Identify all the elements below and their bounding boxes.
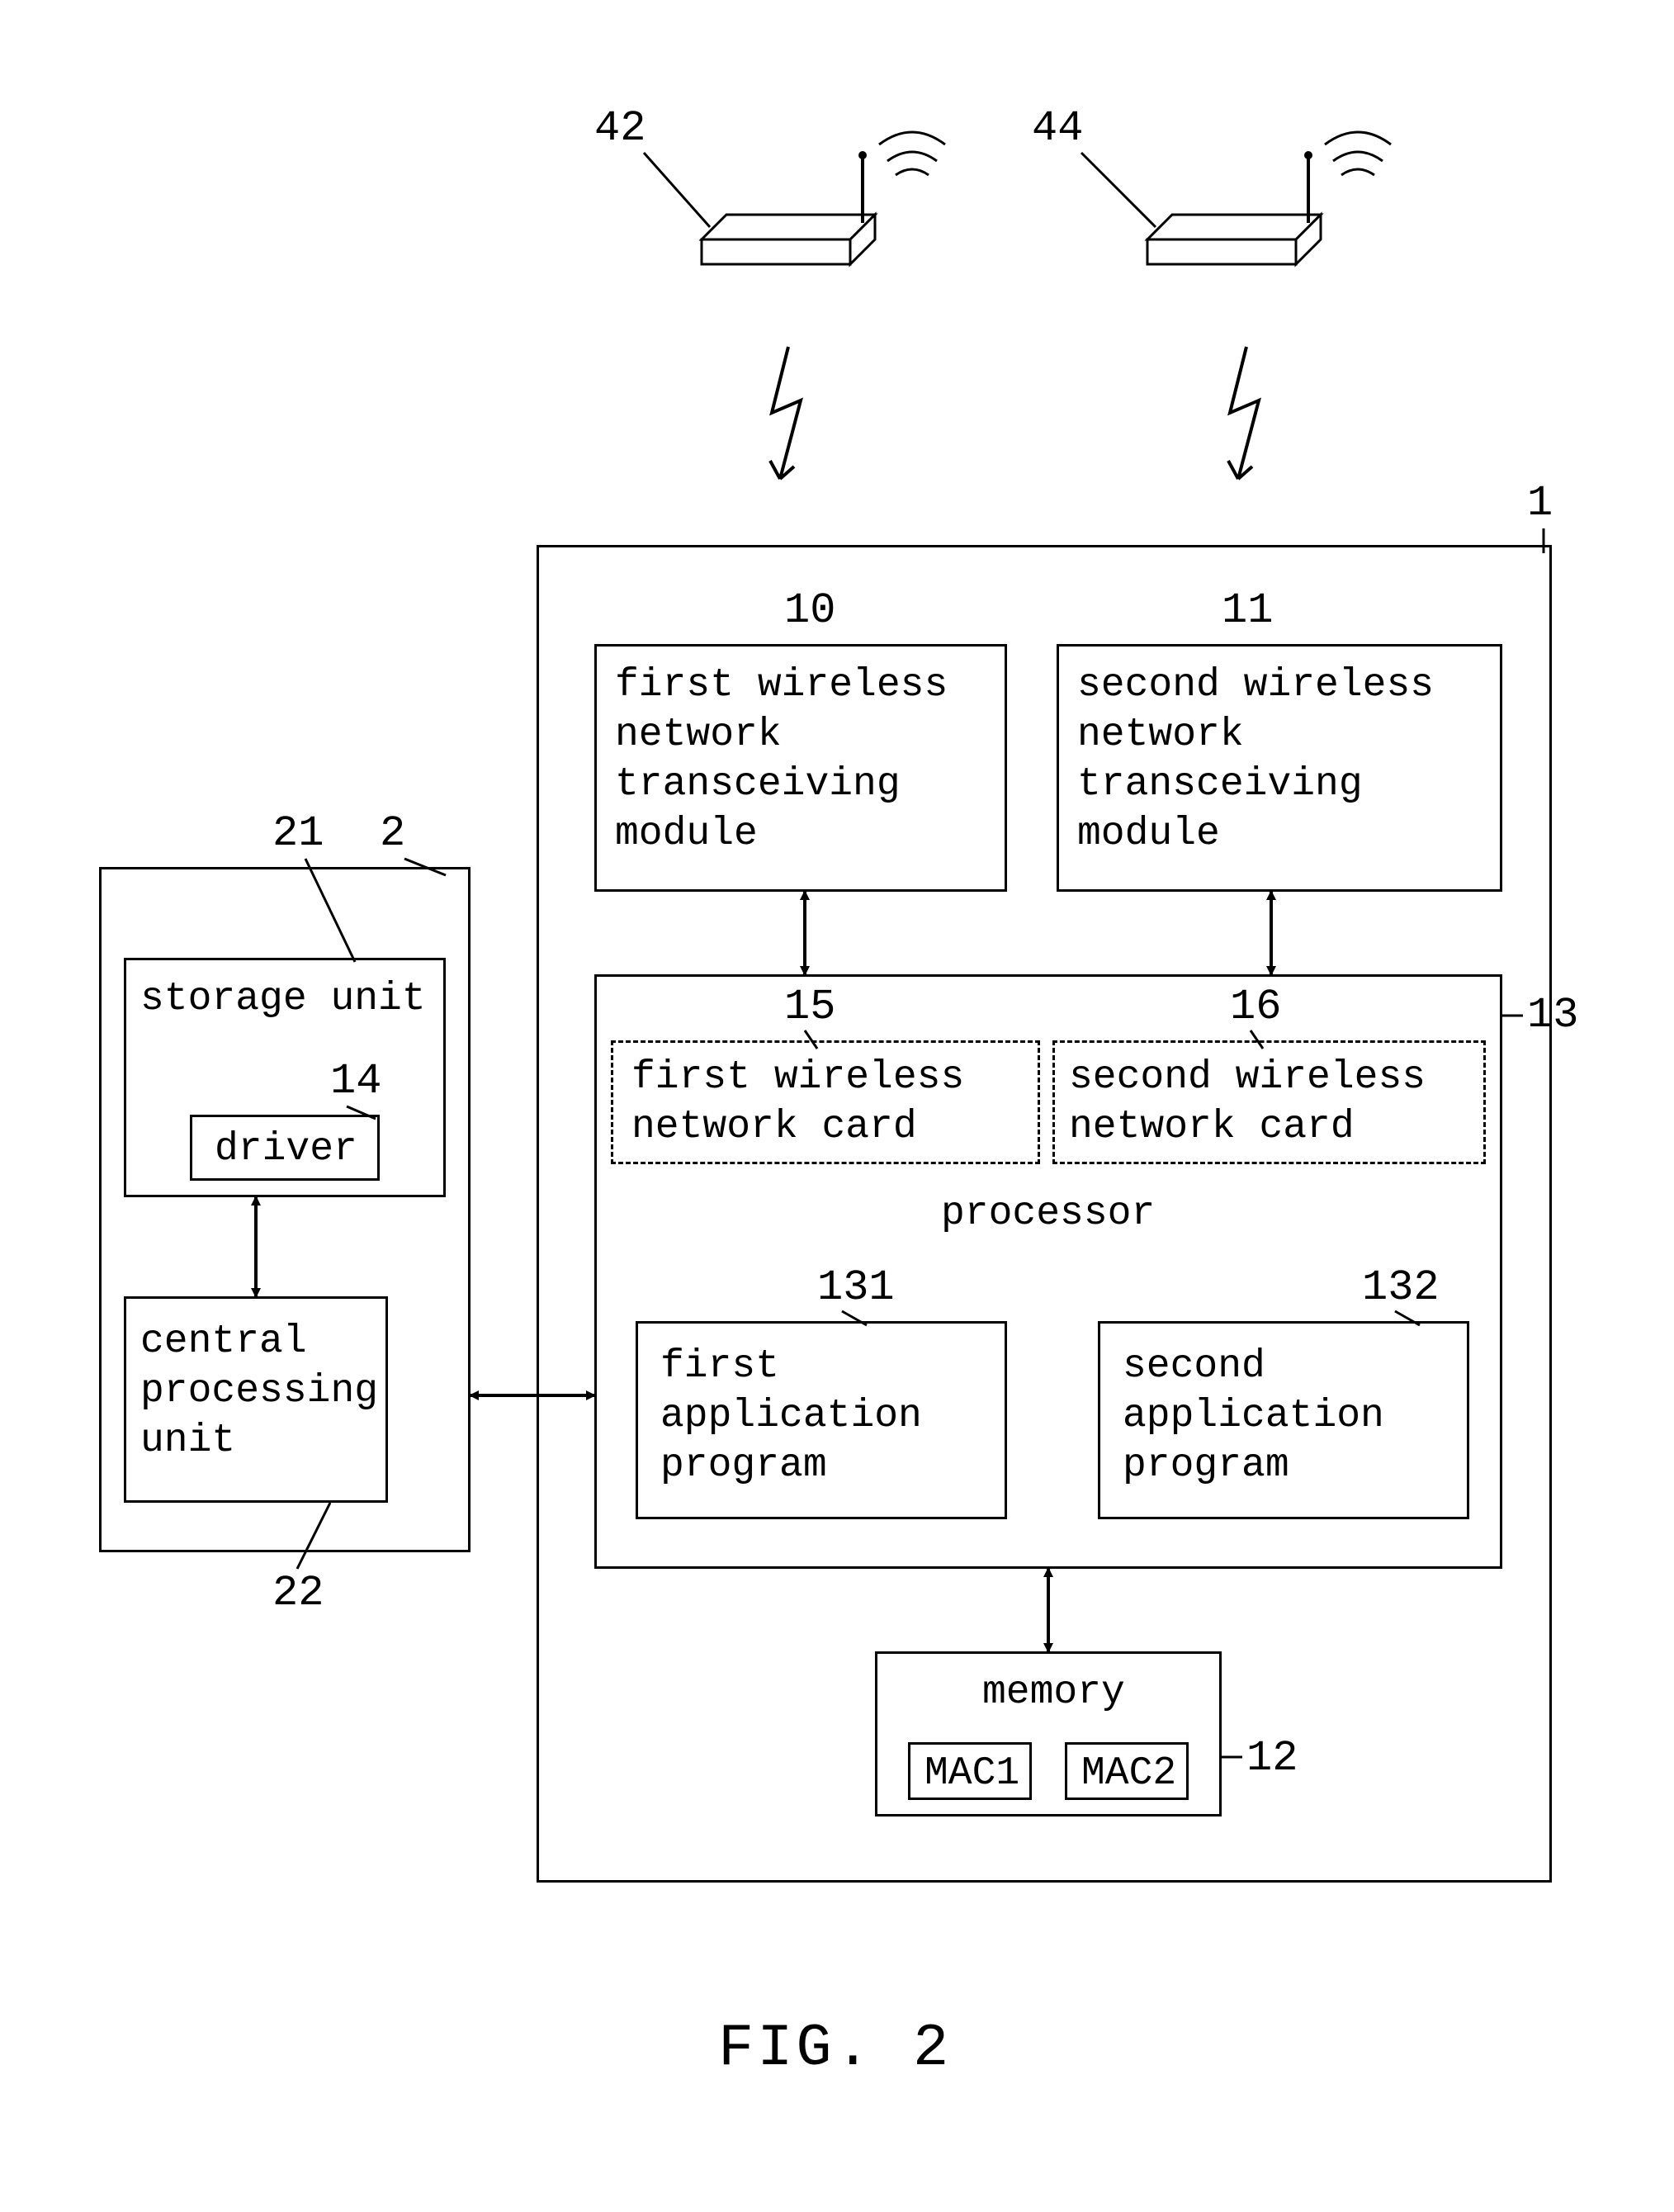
memory-label: memory (982, 1668, 1125, 1717)
ref-12: 12 (1246, 1734, 1298, 1783)
first-tx-label: first wireless network transceiving modu… (615, 661, 948, 859)
router-left-icon (702, 132, 945, 264)
ref-44: 44 (1032, 104, 1083, 153)
cpu-label: central processing unit (140, 1317, 378, 1466)
mac1-label: MAC1 (924, 1749, 1019, 1798)
storage-label: storage unit (140, 974, 426, 1024)
driver-label: driver (215, 1125, 357, 1174)
ref-14: 14 (330, 1057, 381, 1106)
ref-1: 1 (1527, 479, 1553, 528)
ref-22: 22 (272, 1569, 324, 1618)
leader-44 (1081, 153, 1156, 227)
ref-10: 10 (784, 586, 835, 635)
second-app-label: second application program (1123, 1342, 1384, 1490)
ref-11: 11 (1222, 586, 1273, 635)
leader-42 (644, 153, 710, 227)
wireless-link-left (770, 347, 801, 479)
wireless-link-right (1228, 347, 1259, 479)
router-right-icon (1147, 132, 1391, 264)
second-tx-label: second wireless network transceiving mod… (1077, 661, 1434, 859)
ref-21: 21 (272, 809, 324, 858)
ref-13: 13 (1527, 991, 1578, 1040)
first-card-label: first wireless network card (631, 1053, 964, 1152)
processor-label: processor (941, 1189, 1155, 1239)
second-card-label: second wireless network card (1069, 1053, 1426, 1152)
first-app-label: first application program (660, 1342, 922, 1490)
ref-15: 15 (784, 983, 835, 1031)
ref-132: 132 (1362, 1263, 1440, 1312)
ref-2: 2 (380, 809, 405, 858)
diagram-canvas: first wireless network transceiving modu… (0, 0, 1674, 2212)
mac2-label: MAC2 (1081, 1749, 1176, 1798)
ref-16: 16 (1230, 983, 1281, 1031)
ref-131: 131 (817, 1263, 895, 1312)
ref-42: 42 (594, 104, 645, 153)
figure-label: FIG. 2 (718, 2015, 952, 2082)
